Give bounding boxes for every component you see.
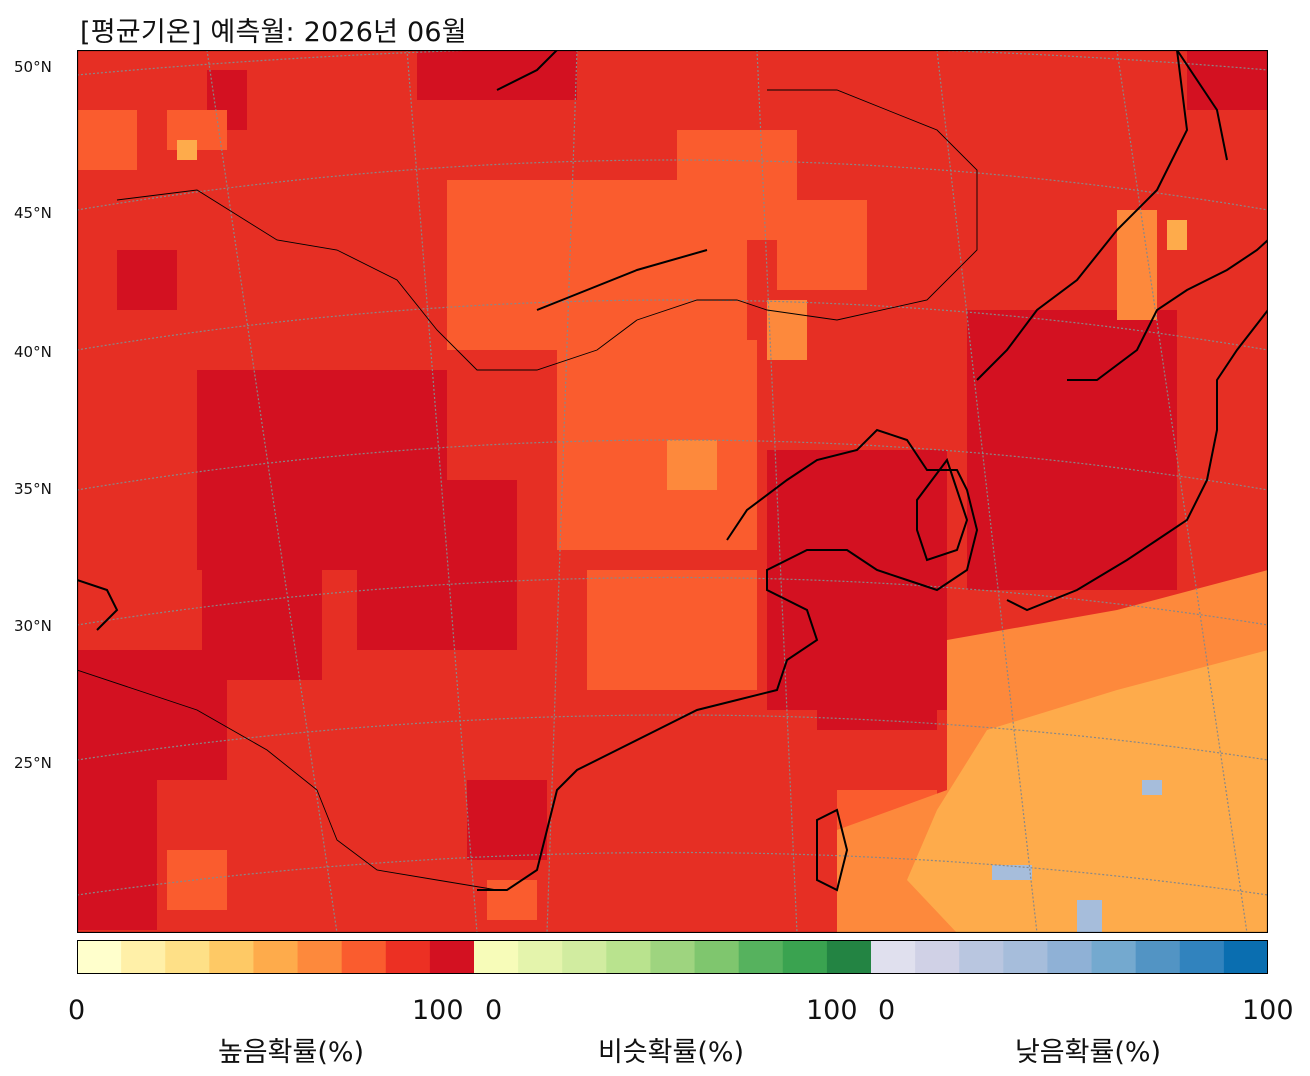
colorbar-swatch-higher-0 [77,940,122,974]
colorbar-swatch-similar-4 [650,940,696,974]
small-yellow-block [1167,220,1187,250]
colorbar-swatch-similar-6 [738,940,784,974]
higher-max-tick: 100 [412,995,464,1026]
colorbar-swatch-lower-0 [871,940,916,974]
colorbar-swatch-lower-2 [959,940,1004,974]
colorbar-swatch-similar-3 [606,940,652,974]
colorbar-swatch-higher-6 [341,940,387,974]
colorbar-swatch-similar-2 [562,940,607,974]
japan-north-light-block [1117,210,1157,320]
colorbar-swatch-higher-2 [165,940,210,974]
colorbar-swatch-lower-6 [1135,940,1181,974]
high-probability-regions [77,50,1268,930]
low-probability-blocks [992,780,1162,933]
forecast-map-canvas [77,50,1268,933]
colorbar-swatch-higher-1 [121,940,166,974]
lower-min-tick: 0 [878,995,896,1026]
lower-probability-label: 낮음확률(%) [1014,1037,1162,1068]
colorbar-swatch-lower-8 [1223,940,1268,974]
graticule [77,50,1268,933]
lat-label-35n: 35°N [14,480,52,498]
colorbar-swatch-lower-4 [1047,940,1093,974]
lower-max-tick: 100 [1242,995,1294,1026]
lat-label-25n: 25°N [14,754,52,772]
colorbar-border [77,940,1268,974]
similar-max-tick: 100 [806,995,858,1026]
lat-label-45n: 45°N [14,204,52,222]
colorbar-swatch-lower-5 [1091,940,1137,974]
similar-min-tick: 0 [485,995,503,1026]
higher-min-tick: 0 [68,995,86,1026]
colorbar-canvas [77,940,1268,974]
colorbar-swatch-higher-5 [297,940,343,974]
map-title: [평균기온] 예측월: 2026년 06월 [80,17,467,48]
colorbar-swatch-similar-5 [694,940,740,974]
colorbar-swatch-higher-3 [209,940,255,974]
lat-label-40n: 40°N [14,343,52,361]
similar-probability-label: 비슷확률(%) [597,1037,745,1068]
higher-probability-label: 높음확률(%) [217,1037,365,1068]
probability-map [77,50,1268,933]
pacific-yellow-region [907,650,1268,933]
inland-light-block [767,300,807,360]
inland-light-block-2 [667,440,717,490]
colorbar [77,940,1268,974]
colorbar-swatch-similar-0 [474,940,519,974]
colorbar-swatch-higher-4 [253,940,299,974]
colorbar-swatch-higher-8 [429,940,475,974]
coastlines [77,50,1268,892]
colorbar-swatch-similar-1 [518,940,563,974]
lat-label-50n: 50°N [14,58,52,76]
colorbar-swatch-similar-8 [826,940,872,974]
map-frame [77,50,1268,933]
colorbar-swatch-similar-7 [782,940,828,974]
small-yellow-block-2 [177,140,197,160]
colorbar-swatch-lower-3 [1003,940,1049,974]
colorbar-swatch-higher-7 [385,940,431,974]
lat-label-30n: 30°N [14,617,52,635]
colorbar-swatch-lower-7 [1179,940,1225,974]
colorbar-swatch-lower-1 [915,940,960,974]
